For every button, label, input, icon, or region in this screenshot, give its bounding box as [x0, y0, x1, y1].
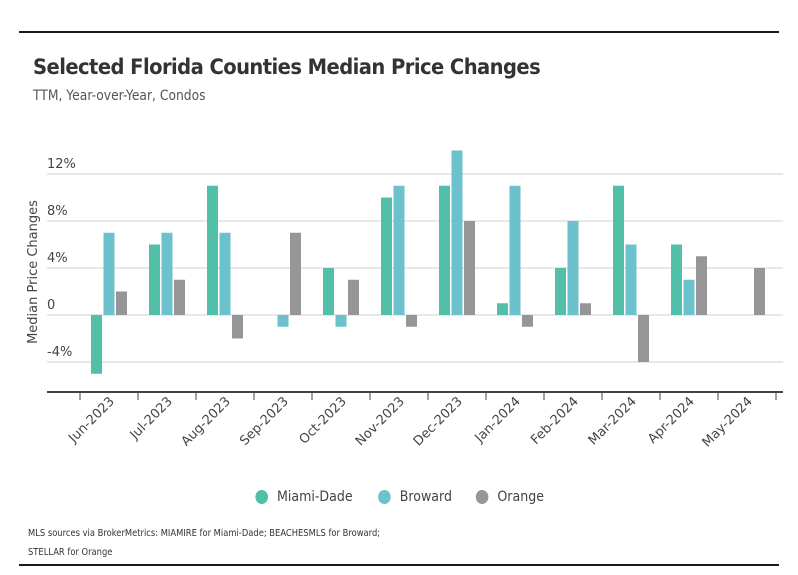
bars	[91, 150, 765, 374]
bar-miami-dade-jun-2023[interactable]	[91, 315, 102, 374]
bar-broward-feb-2024[interactable]	[567, 221, 579, 315]
legend: Miami-Dade Broward Orange	[0, 489, 798, 505]
bar-miami-dade-feb-2024[interactable]	[555, 268, 566, 315]
bar-orange-sep-2023[interactable]	[290, 232, 301, 315]
bar-orange-nov-2023[interactable]	[406, 315, 417, 327]
bar-broward-apr-2024[interactable]	[683, 279, 695, 315]
chart-canvas: -4% 0 4% 8% 12% Jun-2023 Jul-2023 Aug-2023 Sep-…	[26, 150, 783, 450]
bar-broward-aug-2023[interactable]	[219, 232, 231, 315]
bar-broward-dec-2023[interactable]	[451, 150, 463, 316]
chart-subtitle: TTM, Year-over-Year, Condos	[33, 88, 206, 104]
x-tick-label: Mar-2024	[586, 394, 640, 448]
y-axis-label: Median Price Changes	[26, 200, 41, 344]
chart-title: Selected Florida Counties Median Price C…	[33, 55, 541, 79]
bar-miami-dade-dec-2023[interactable]	[439, 185, 450, 315]
legend-dot-icon	[475, 490, 489, 504]
bar-miami-dade-aug-2023[interactable]	[207, 185, 218, 315]
bar-broward-jul-2023[interactable]	[161, 232, 173, 315]
y-tick-label: 0	[47, 298, 55, 313]
x-tick-label: Jun-2023	[65, 394, 117, 446]
x-tick-label: Nov-2023	[353, 394, 408, 449]
y-tick-label: 8%	[47, 204, 68, 219]
bar-broward-sep-2023[interactable]	[277, 315, 289, 327]
legend-label: Orange	[497, 489, 545, 505]
bar-broward-jan-2024[interactable]	[509, 185, 521, 315]
bar-orange-aug-2023[interactable]	[232, 315, 243, 339]
y-tick-label: 4%	[47, 251, 68, 266]
legend-label: Miami-Dade	[277, 489, 353, 505]
x-tick-label: Jul-2023	[127, 394, 176, 443]
bar-miami-dade-nov-2023[interactable]	[381, 197, 392, 316]
legend-dot-icon	[378, 490, 391, 504]
bar-orange-jan-2024[interactable]	[522, 315, 533, 327]
bar-miami-dade-apr-2024[interactable]	[671, 244, 682, 316]
x-tick-label: May-2024	[700, 394, 756, 450]
x-tick-label: Feb-2024	[528, 394, 582, 448]
bar-orange-jul-2023[interactable]	[174, 279, 185, 315]
y-tick-label: -4%	[47, 345, 72, 360]
bar-broward-nov-2023[interactable]	[393, 185, 405, 315]
bar-miami-dade-jul-2023[interactable]	[149, 244, 160, 316]
bar-broward-jun-2023[interactable]	[103, 232, 115, 315]
bar-broward-mar-2024[interactable]	[625, 244, 637, 316]
legend-item-broward[interactable]: Broward	[378, 489, 452, 505]
legend-item-miami-dade[interactable]: Miami-Dade	[255, 489, 353, 505]
y-axis-ticks: -4% 0 4% 8% 12%	[47, 157, 76, 360]
source-note-line1: MLS sources via BrokerMetrics: MIAMIRE f…	[28, 528, 381, 539]
x-tick-label: Dec-2023	[411, 394, 466, 449]
y-tick-label: 12%	[47, 157, 76, 172]
legend-dot-icon	[255, 490, 269, 504]
x-axis: Jun-2023 Jul-2023 Aug-2023 Sep-2023 Oct-2023…	[47, 391, 783, 450]
bar-orange-oct-2023[interactable]	[348, 279, 359, 315]
bar-orange-feb-2024[interactable]	[580, 303, 591, 315]
bar-orange-dec-2023[interactable]	[464, 221, 475, 315]
source-note-line2: STELLAR for Orange	[28, 547, 113, 558]
bar-broward-oct-2023[interactable]	[335, 315, 347, 327]
bar-orange-mar-2024[interactable]	[638, 315, 649, 362]
bar-miami-dade-oct-2023[interactable]	[323, 268, 334, 315]
x-tick-label: Sep-2023	[237, 394, 292, 449]
top-rule	[19, 31, 779, 33]
legend-item-orange[interactable]: Orange	[475, 489, 545, 505]
x-tick-label: Jan-2024	[472, 394, 524, 446]
bottom-rule	[19, 564, 779, 566]
bar-orange-apr-2024[interactable]	[696, 256, 707, 315]
bar-miami-dade-mar-2024[interactable]	[613, 185, 624, 315]
bar-miami-dade-jan-2024[interactable]	[497, 303, 508, 315]
x-tick-label: Aug-2023	[179, 394, 234, 449]
bar-orange-may-2024[interactable]	[754, 268, 765, 315]
legend-label: Broward	[399, 489, 453, 505]
bar-orange-jun-2023[interactable]	[116, 291, 127, 316]
x-tick-label: Oct-2023	[297, 394, 350, 447]
x-tick-label: Apr-2024	[645, 394, 698, 447]
